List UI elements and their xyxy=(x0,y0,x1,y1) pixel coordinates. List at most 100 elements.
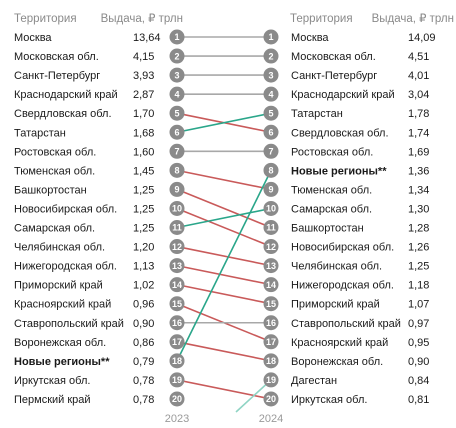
left-rank-number: 19 xyxy=(172,375,182,385)
left-region-value: 1,02 xyxy=(133,280,154,292)
left-column-2023: Москва 13,64 1 Московская обл. 4,15 2 Санкт-Пе… xyxy=(14,29,185,407)
year-label-2023: 2023 xyxy=(165,413,189,425)
left-rank-number: 10 xyxy=(172,204,182,214)
left-rank-number: 20 xyxy=(172,394,182,404)
right-region-value: 1,18 xyxy=(408,280,429,292)
left-region-name: Свердловская обл. xyxy=(14,108,112,120)
left-region-value: 1,25 xyxy=(133,203,154,215)
right-value-header: Выдача, ₽ трлн xyxy=(372,13,454,25)
right-region-name: Краснодарский край xyxy=(291,89,395,101)
rank-link-line xyxy=(176,283,272,305)
left-rank-number: 3 xyxy=(174,70,179,80)
right-rank-number: 17 xyxy=(266,337,276,347)
right-region-name: Татарстан xyxy=(291,108,343,120)
right-rank-circle xyxy=(263,296,279,312)
right-rank-number: 16 xyxy=(266,318,276,328)
left-rank-circle xyxy=(169,334,185,350)
right-rank-circle xyxy=(263,200,279,216)
left-rank-number: 11 xyxy=(172,223,182,233)
left-rank-circle xyxy=(169,105,185,121)
right-region-value: 1,69 xyxy=(408,146,429,158)
rank-link-line xyxy=(176,207,272,229)
left-region-name: Нижегородская обл. xyxy=(14,261,117,273)
left-rank-number: 7 xyxy=(174,147,179,157)
right-region-name: Москва xyxy=(291,32,329,44)
right-region-value: 0,90 xyxy=(408,356,429,368)
right-region-name: Красноярский край xyxy=(291,337,388,349)
left-rank-circle xyxy=(169,258,185,274)
right-rank-circle xyxy=(263,353,279,369)
left-region-value: 2,87 xyxy=(133,89,154,101)
right-region-name: Челябинская обл. xyxy=(291,261,382,273)
right-region-name: Самарская обл. xyxy=(291,203,372,215)
left-rank-number: 6 xyxy=(174,127,179,137)
right-rank-circle xyxy=(263,48,279,64)
left-region-name: Ставропольский край xyxy=(14,318,124,330)
left-rank-number: 5 xyxy=(174,108,179,118)
right-rank-circle xyxy=(263,162,279,178)
right-region-value: 1,78 xyxy=(408,108,429,120)
right-rank-number: 13 xyxy=(266,261,276,271)
left-region-name: Пермский край xyxy=(14,394,91,406)
rank-link-line xyxy=(176,188,272,229)
left-rank-number: 1 xyxy=(174,32,179,42)
right-region-value: 1,30 xyxy=(408,203,429,215)
left-region-name: Красноярский край xyxy=(14,299,111,311)
right-region-name: Нижегородская обл. xyxy=(291,280,394,292)
left-territory-header: Территория xyxy=(14,13,77,25)
right-rank-circle xyxy=(263,29,279,45)
right-rank-number: 7 xyxy=(268,147,273,157)
left-region-name: Краснодарский край xyxy=(14,89,118,101)
right-region-name: Тюменская обл. xyxy=(291,184,372,196)
left-rank-circle xyxy=(169,239,185,255)
right-rank-circle xyxy=(263,143,279,159)
right-rank-circle xyxy=(263,372,279,388)
right-column-2024: Москва 14,09 1 Московская обл. 4,51 2 Санкт-Пе… xyxy=(263,29,436,407)
right-rank-circle xyxy=(263,181,279,197)
left-rank-circle xyxy=(169,67,185,83)
right-region-name: Санкт-Петербург xyxy=(291,70,377,82)
left-region-name: Санкт-Петербург xyxy=(14,70,100,82)
left-rank-number: 15 xyxy=(172,299,182,309)
left-region-name: Московская обл. xyxy=(14,51,99,63)
right-region-value: 3,04 xyxy=(408,89,429,101)
right-rank-number: 2 xyxy=(268,51,273,61)
right-rank-number: 20 xyxy=(266,394,276,404)
left-rank-number: 2 xyxy=(174,51,179,61)
rank-link-line xyxy=(176,245,272,267)
left-rank-circle xyxy=(169,391,185,407)
left-region-value: 0,78 xyxy=(133,375,154,387)
right-rank-number: 12 xyxy=(266,242,276,252)
rank-link-line xyxy=(176,264,272,286)
left-region-name: Башкортостан xyxy=(14,184,87,196)
left-rank-circle xyxy=(169,315,185,331)
right-region-value: 4,51 xyxy=(408,51,429,63)
left-rank-circle xyxy=(169,162,185,178)
right-region-value: 0,95 xyxy=(408,337,429,349)
right-region-name: Свердловская обл. xyxy=(291,127,389,139)
left-region-value: 1,20 xyxy=(133,242,154,254)
rank-link-line xyxy=(176,112,272,134)
left-rank-number: 17 xyxy=(172,337,182,347)
right-region-name: Приморский край xyxy=(291,299,380,311)
left-region-value: 13,64 xyxy=(133,32,161,44)
left-region-value: 1,45 xyxy=(133,165,154,177)
right-rank-number: 18 xyxy=(266,356,276,366)
left-region-value: 1,13 xyxy=(133,261,154,273)
left-rank-number: 12 xyxy=(172,242,182,252)
right-rank-circle xyxy=(263,315,279,331)
left-region-value: 3,93 xyxy=(133,70,154,82)
right-rank-number: 3 xyxy=(268,70,273,80)
right-rank-circle xyxy=(263,258,279,274)
right-region-name: Иркутская обл. xyxy=(291,394,367,406)
right-region-value: 14,09 xyxy=(408,32,436,44)
right-region-value: 0,84 xyxy=(408,375,429,387)
left-region-name: Ростовская обл. xyxy=(14,146,96,158)
left-region-value: 1,25 xyxy=(133,184,154,196)
left-region-name: Воронежская обл. xyxy=(14,337,106,349)
right-region-value: 4,01 xyxy=(408,70,429,82)
right-region-value: 1,26 xyxy=(408,242,429,254)
left-region-name: Тюменская обл. xyxy=(14,165,95,177)
left-rank-circle xyxy=(169,372,185,388)
